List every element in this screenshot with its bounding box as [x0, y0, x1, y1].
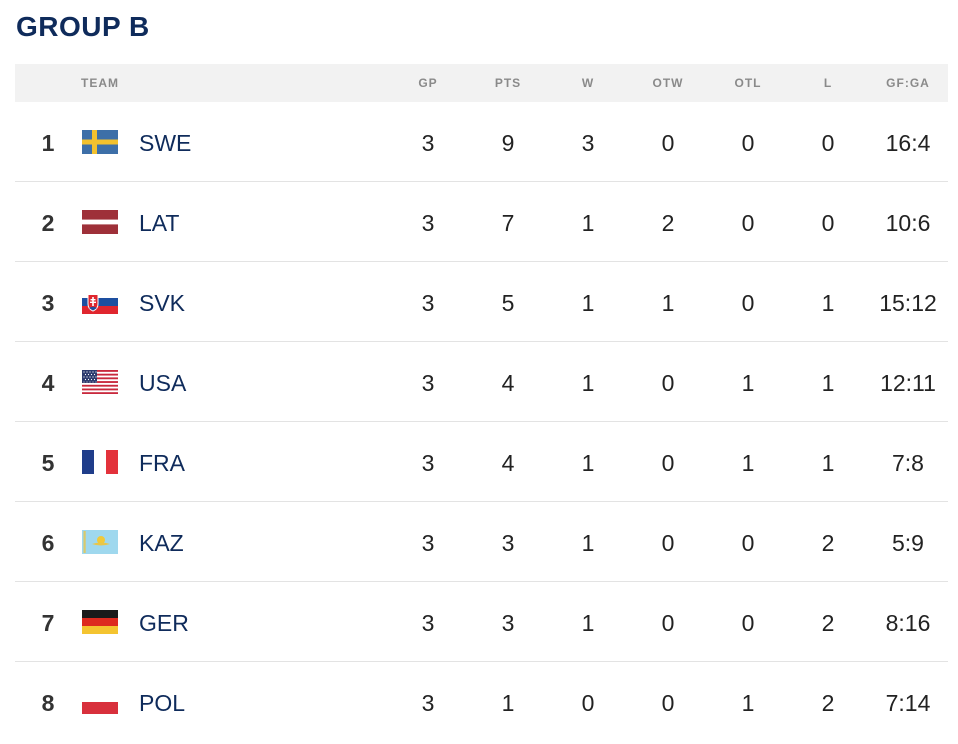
column-header-gfga: GF:GA — [886, 76, 930, 90]
kazakhstan-flag-icon — [82, 530, 118, 554]
latvia-flag-icon — [82, 210, 118, 234]
column-header-otl: OTL — [734, 76, 762, 90]
stat-pts: 1 — [501, 690, 515, 716]
stat-pts: 4 — [501, 370, 515, 396]
slovakia-flag-icon — [82, 290, 118, 314]
table-row[interactable]: 6 KAZ 3 3 1 0 0 2 5:9 — [15, 502, 948, 582]
stat-otw: 2 — [661, 210, 675, 236]
stat-l: 1 — [821, 450, 835, 476]
poland-flag-icon — [82, 690, 118, 714]
stat-gp: 3 — [421, 690, 435, 716]
stat-l: 2 — [821, 610, 835, 636]
column-header-l: L — [823, 76, 833, 90]
stat-otl: 0 — [741, 130, 755, 156]
team-name[interactable]: KAZ — [139, 530, 184, 556]
sweden-flag-icon — [82, 130, 118, 154]
team-name[interactable]: POL — [139, 690, 186, 716]
column-header-gp: GP — [418, 76, 438, 90]
stat-otl: 0 — [741, 530, 755, 556]
stat-otl: 1 — [741, 690, 755, 716]
team-name[interactable]: LAT — [139, 210, 180, 236]
standings-table: 1 SWE 3 9 3 0 0 0 16:4 2 LAT 3 7 1 2 — [15, 102, 948, 742]
stat-gp: 3 — [421, 370, 435, 396]
stat-gfga: 16:4 — [885, 130, 931, 156]
stat-gp: 3 — [421, 450, 435, 476]
stat-pts: 3 — [501, 530, 515, 556]
stat-gfga: 8:16 — [885, 610, 931, 636]
stat-w: 1 — [581, 290, 595, 316]
stat-gfga: 10:6 — [885, 210, 931, 236]
stat-w: 1 — [581, 450, 595, 476]
table-row[interactable]: 7 GER 3 3 1 0 0 2 8:16 — [15, 582, 948, 662]
team-rank: 1 — [41, 130, 55, 156]
stat-pts: 7 — [501, 210, 515, 236]
column-header-otw: OTW — [652, 76, 684, 90]
team-name[interactable]: FRA — [139, 450, 185, 476]
stat-gp: 3 — [421, 130, 435, 156]
stat-otw: 0 — [661, 370, 675, 396]
stat-gfga: 7:14 — [885, 690, 931, 716]
table-row[interactable]: 5 FRA 3 4 1 0 1 1 7:8 — [15, 422, 948, 502]
table-row[interactable]: 2 LAT 3 7 1 2 0 0 10:6 — [15, 182, 948, 262]
stat-otw: 0 — [661, 130, 675, 156]
stat-w: 0 — [581, 690, 595, 716]
stat-l: 2 — [821, 690, 835, 716]
stat-gfga: 7:8 — [892, 450, 924, 476]
stat-pts: 5 — [501, 290, 515, 316]
stat-l: 0 — [821, 210, 835, 236]
stat-w: 1 — [581, 610, 595, 636]
stat-pts: 4 — [501, 450, 515, 476]
column-header-team: TEAM — [81, 76, 119, 90]
stat-l: 2 — [821, 530, 835, 556]
team-rank: 8 — [41, 690, 55, 716]
stat-w: 1 — [581, 530, 595, 556]
stat-l: 1 — [821, 370, 835, 396]
stat-gfga: 12:11 — [880, 370, 936, 396]
stat-otw: 1 — [661, 290, 675, 316]
stat-otw: 0 — [661, 530, 675, 556]
team-rank: 3 — [41, 290, 55, 316]
group-title: GROUP B — [16, 11, 150, 42]
stat-otl: 0 — [741, 210, 755, 236]
team-rank: 4 — [41, 370, 55, 396]
standings-header: TEAM GP PTS W OTW OTL L GF:GA — [15, 64, 948, 102]
stat-w: 3 — [581, 130, 595, 156]
stat-gfga: 5:9 — [892, 530, 924, 556]
stat-w: 1 — [581, 370, 595, 396]
team-rank: 5 — [41, 450, 55, 476]
stat-gp: 3 — [421, 290, 435, 316]
stat-pts: 3 — [501, 610, 515, 636]
stat-pts: 9 — [501, 130, 515, 156]
table-row[interactable]: 4 USA 3 4 — [15, 342, 948, 422]
stat-gp: 3 — [421, 210, 435, 236]
stat-otw: 0 — [661, 690, 675, 716]
team-name[interactable]: GER — [139, 610, 189, 636]
column-header-w: W — [581, 76, 595, 90]
stat-otl: 1 — [741, 450, 755, 476]
france-flag-icon — [82, 450, 118, 474]
stat-gp: 3 — [421, 530, 435, 556]
stat-otl: 1 — [741, 370, 755, 396]
team-name[interactable]: SWE — [139, 130, 192, 156]
table-row[interactable]: 8 POL 3 1 0 0 1 2 7:14 — [15, 662, 948, 742]
team-name[interactable]: SVK — [139, 290, 186, 316]
stat-l: 0 — [821, 130, 835, 156]
team-name[interactable]: USA — [139, 370, 187, 396]
usa-flag-icon — [82, 370, 118, 394]
table-row[interactable]: 3 SVK 3 5 1 1 0 1 15:12 — [15, 262, 948, 342]
stat-gfga: 15:12 — [879, 290, 937, 316]
stat-otw: 0 — [661, 610, 675, 636]
germany-flag-icon — [82, 610, 118, 634]
stat-otw: 0 — [661, 450, 675, 476]
stat-gp: 3 — [421, 610, 435, 636]
stat-l: 1 — [821, 290, 835, 316]
table-row[interactable]: 1 SWE 3 9 3 0 0 0 16:4 — [15, 102, 948, 182]
team-rank: 6 — [41, 530, 55, 556]
column-header-pts: PTS — [494, 76, 522, 90]
stat-otl: 0 — [741, 290, 755, 316]
team-rank: 2 — [41, 210, 55, 236]
stat-w: 1 — [581, 210, 595, 236]
team-rank: 7 — [41, 610, 55, 636]
stat-otl: 0 — [741, 610, 755, 636]
